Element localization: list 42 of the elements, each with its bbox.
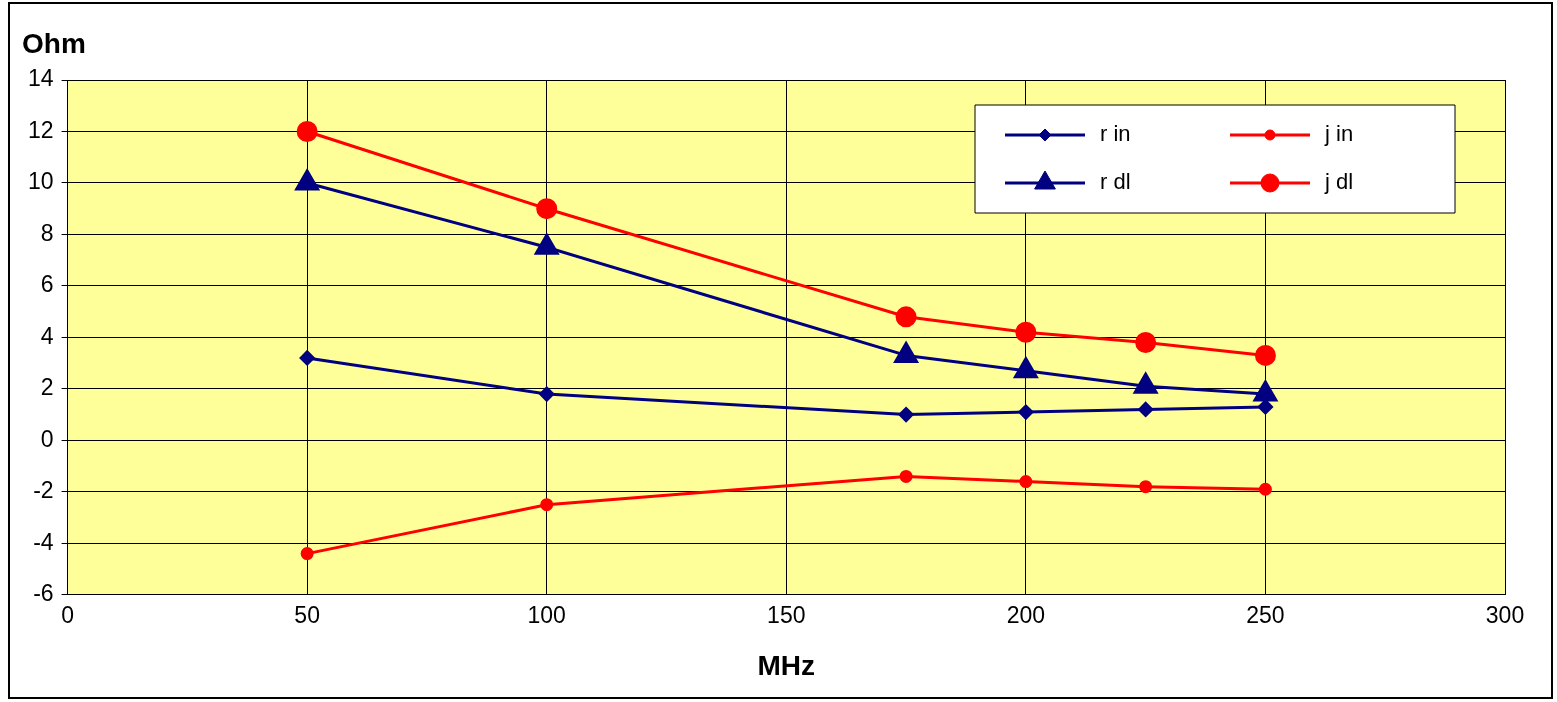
- y-tick-label: -6: [33, 580, 54, 607]
- x-tick-label: 150: [767, 601, 806, 628]
- point: [1257, 399, 1273, 415]
- y-axis-title: Ohm: [22, 27, 86, 59]
- point: [539, 386, 555, 402]
- x-tick-label: 50: [294, 601, 320, 628]
- legend-label: j dl: [1324, 169, 1354, 195]
- x-tick-label: 250: [1246, 601, 1285, 628]
- y-tick-label: -4: [33, 528, 54, 555]
- point: [300, 547, 314, 561]
- point: [1015, 321, 1037, 343]
- point: [899, 469, 913, 483]
- y-tick-label: 8: [40, 219, 54, 246]
- legend-label: j in: [1324, 121, 1354, 147]
- y-tick-label: 10: [27, 168, 54, 195]
- point: [536, 198, 558, 220]
- x-tick-label: 300: [1485, 601, 1525, 628]
- y-tick-label: 0: [40, 425, 54, 452]
- legend-label: r dl: [1100, 169, 1131, 195]
- point: [898, 407, 914, 423]
- y-tick-label: 4: [40, 322, 54, 349]
- y-tick-label: 2: [40, 374, 54, 401]
- legend-label: r in: [1100, 121, 1131, 147]
- point: [1018, 404, 1034, 420]
- x-axis-title: MHz: [757, 649, 816, 681]
- y-tick-label: -2: [33, 477, 54, 504]
- x-tick-label: 200: [1006, 601, 1046, 628]
- y-tick-label: 14: [27, 65, 54, 92]
- point: [1135, 332, 1157, 354]
- y-tick-label: 12: [27, 116, 54, 143]
- point: [895, 306, 917, 328]
- x-tick-label: 0: [61, 601, 74, 628]
- point: [1258, 482, 1272, 496]
- point: [1139, 480, 1153, 494]
- x-tick-label: 100: [527, 601, 566, 628]
- point: [296, 120, 318, 142]
- y-tick-label: 6: [40, 271, 54, 298]
- point: [1019, 475, 1033, 489]
- point: [299, 350, 315, 366]
- point: [540, 498, 554, 512]
- point: [1138, 401, 1154, 417]
- point: [1254, 344, 1276, 366]
